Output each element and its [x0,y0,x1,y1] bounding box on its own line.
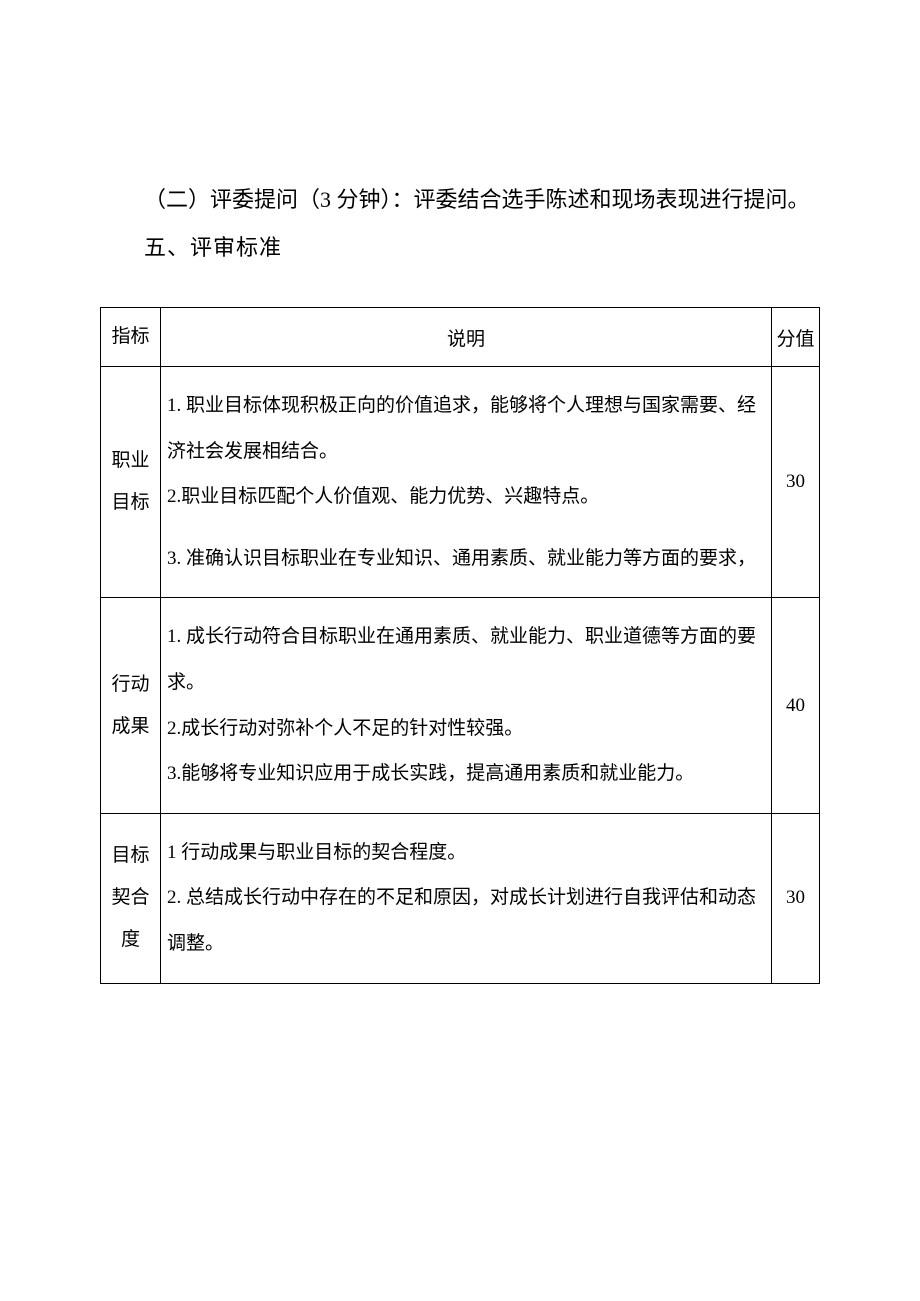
desc-item: 1. 成长行动符合目标职业在通用素质、就业能力、职业道德等方面的要求。 [167,614,765,705]
indicator-cell: 行动成果 [101,598,161,813]
desc-item: 1. 职业目标体现积极正向的价值追求，能够将个人理想与国家需要、经济社会发展相结… [167,383,765,474]
section-heading: 五、评审标准 [100,228,820,268]
description-cell: 1. 成长行动符合目标职业在通用素质、就业能力、职业道德等方面的要求。 2.成长… [161,598,772,813]
header-score: 分值 [772,308,820,367]
description-cell: 1 行动成果与职业目标的契合程度。 2. 总结成长行动中存在的不足和原因，对成长… [161,813,772,983]
desc-item: 3.能够将专业知识应用于成长实践，提高通用素质和就业能力。 [167,751,765,797]
desc-item: 2. 总结成长行动中存在的不足和原因，对成长计划进行自我评估和动态调整。 [167,875,765,966]
desc-item: 3. 准确认识目标职业在专业知识、通用素质、就业能力等方面的要求， [167,536,765,582]
table-row: 行动成果 1. 成长行动符合目标职业在通用素质、就业能力、职业道德等方面的要求。… [101,598,820,813]
table-header-row: 指标 说明 分值 [101,308,820,367]
header-indicator: 指标 [101,308,161,367]
score-cell: 30 [772,813,820,983]
table-body: 职业目标 1. 职业目标体现积极正向的价值追求，能够将个人理想与国家需要、经济社… [101,366,820,983]
table-row: 目标契合度 1 行动成果与职业目标的契合程度。 2. 总结成长行动中存在的不足和… [101,813,820,983]
desc-item: 2.职业目标匹配个人价值观、能力优势、兴趣特点。 [167,474,765,520]
desc-item: 2.成长行动对弥补个人不足的针对性较强。 [167,706,765,752]
score-cell: 40 [772,598,820,813]
indicator-cell: 职业目标 [101,366,161,597]
intro-paragraph: （二）评委提问（3 分钟）：评委结合选手陈述和现场表现进行提问。 [100,180,820,220]
indicator-cell: 目标契合度 [101,813,161,983]
criteria-table: 指标 说明 分值 职业目标 1. 职业目标体现积极正向的价值追求，能够将个人理想… [100,307,820,983]
desc-item: 1 行动成果与职业目标的契合程度。 [167,830,765,876]
header-description: 说明 [161,308,772,367]
description-cell: 1. 职业目标体现积极正向的价值追求，能够将个人理想与国家需要、经济社会发展相结… [161,366,772,597]
table-row: 职业目标 1. 职业目标体现积极正向的价值追求，能够将个人理想与国家需要、经济社… [101,366,820,597]
score-cell: 30 [772,366,820,597]
